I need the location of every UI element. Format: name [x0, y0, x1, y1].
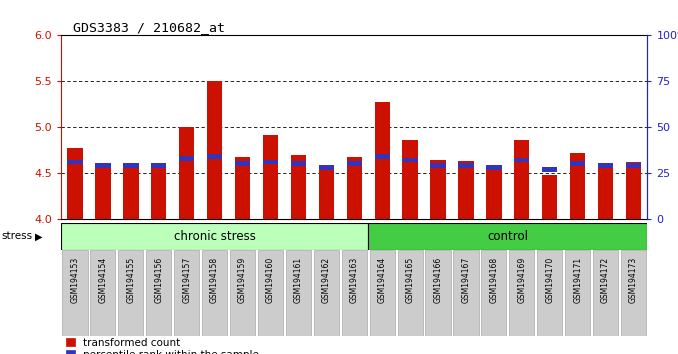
- Bar: [626, 163, 641, 168]
- Bar: [151, 164, 166, 219]
- Bar: [207, 81, 222, 219]
- Bar: [403, 158, 418, 162]
- Bar: [570, 161, 585, 166]
- Text: GSM194165: GSM194165: [405, 257, 415, 303]
- Bar: [458, 161, 474, 219]
- Bar: [542, 175, 557, 219]
- Text: GSM194170: GSM194170: [545, 257, 554, 303]
- Bar: [454, 250, 479, 336]
- Bar: [61, 223, 368, 250]
- Text: stress: stress: [1, 231, 33, 241]
- Text: GSM194164: GSM194164: [378, 257, 386, 303]
- Text: GSM194163: GSM194163: [350, 257, 359, 303]
- Bar: [486, 167, 502, 219]
- Text: GSM194173: GSM194173: [629, 257, 638, 303]
- Text: chronic stress: chronic stress: [174, 230, 256, 243]
- Bar: [62, 250, 87, 336]
- Text: GSM194158: GSM194158: [210, 257, 219, 303]
- Bar: [319, 165, 334, 170]
- Bar: [598, 164, 614, 219]
- Text: GSM194166: GSM194166: [433, 257, 443, 303]
- Bar: [403, 140, 418, 219]
- Bar: [570, 153, 585, 219]
- Bar: [174, 250, 199, 336]
- Bar: [486, 165, 502, 170]
- Bar: [458, 163, 474, 168]
- Text: GSM194169: GSM194169: [517, 257, 526, 303]
- Bar: [397, 250, 422, 336]
- Bar: [431, 160, 445, 219]
- Bar: [67, 148, 83, 219]
- Bar: [565, 250, 591, 336]
- Text: GSM194155: GSM194155: [126, 257, 136, 303]
- Bar: [95, 164, 111, 219]
- Bar: [90, 250, 115, 336]
- Bar: [235, 161, 250, 166]
- Text: GSM194156: GSM194156: [155, 257, 163, 303]
- Bar: [314, 250, 339, 336]
- Text: GSM194167: GSM194167: [462, 257, 471, 303]
- Bar: [179, 127, 195, 219]
- Bar: [370, 250, 395, 336]
- Bar: [151, 163, 166, 168]
- Bar: [542, 167, 557, 172]
- Bar: [481, 250, 506, 336]
- Text: GSM194162: GSM194162: [322, 257, 331, 303]
- Bar: [346, 157, 362, 219]
- Text: GSM194168: GSM194168: [490, 257, 498, 303]
- Bar: [346, 161, 362, 166]
- Bar: [235, 157, 250, 219]
- Bar: [342, 250, 367, 336]
- Bar: [426, 250, 451, 336]
- Bar: [626, 162, 641, 219]
- Bar: [263, 160, 278, 164]
- Bar: [95, 163, 111, 168]
- Bar: [291, 155, 306, 219]
- Bar: [319, 167, 334, 219]
- Text: GSM194172: GSM194172: [601, 257, 610, 303]
- Text: control: control: [487, 230, 528, 243]
- Bar: [514, 140, 530, 219]
- Bar: [67, 160, 83, 164]
- Bar: [123, 163, 138, 168]
- Bar: [230, 250, 255, 336]
- Bar: [368, 223, 647, 250]
- Bar: [593, 250, 618, 336]
- Bar: [374, 154, 390, 159]
- Bar: [514, 158, 530, 162]
- Bar: [179, 156, 195, 161]
- Bar: [286, 250, 311, 336]
- Bar: [509, 250, 534, 336]
- Bar: [598, 163, 614, 168]
- Text: GSM194154: GSM194154: [98, 257, 107, 303]
- Bar: [258, 250, 283, 336]
- Bar: [118, 250, 144, 336]
- Bar: [263, 135, 278, 219]
- Bar: [537, 250, 562, 336]
- Bar: [291, 161, 306, 166]
- Bar: [374, 102, 390, 219]
- Bar: [621, 250, 646, 336]
- Text: GSM194160: GSM194160: [266, 257, 275, 303]
- Bar: [207, 154, 222, 159]
- Text: ▶: ▶: [35, 231, 43, 241]
- Text: GSM194157: GSM194157: [182, 257, 191, 303]
- Bar: [202, 250, 227, 336]
- Text: GSM194171: GSM194171: [573, 257, 582, 303]
- Text: GDS3383 / 210682_at: GDS3383 / 210682_at: [73, 21, 224, 34]
- Legend: transformed count, percentile rank within the sample: transformed count, percentile rank withi…: [66, 338, 259, 354]
- Bar: [123, 164, 138, 219]
- Text: GSM194153: GSM194153: [71, 257, 79, 303]
- Bar: [431, 163, 445, 168]
- Text: GSM194161: GSM194161: [294, 257, 303, 303]
- Text: GSM194159: GSM194159: [238, 257, 247, 303]
- Bar: [146, 250, 172, 336]
